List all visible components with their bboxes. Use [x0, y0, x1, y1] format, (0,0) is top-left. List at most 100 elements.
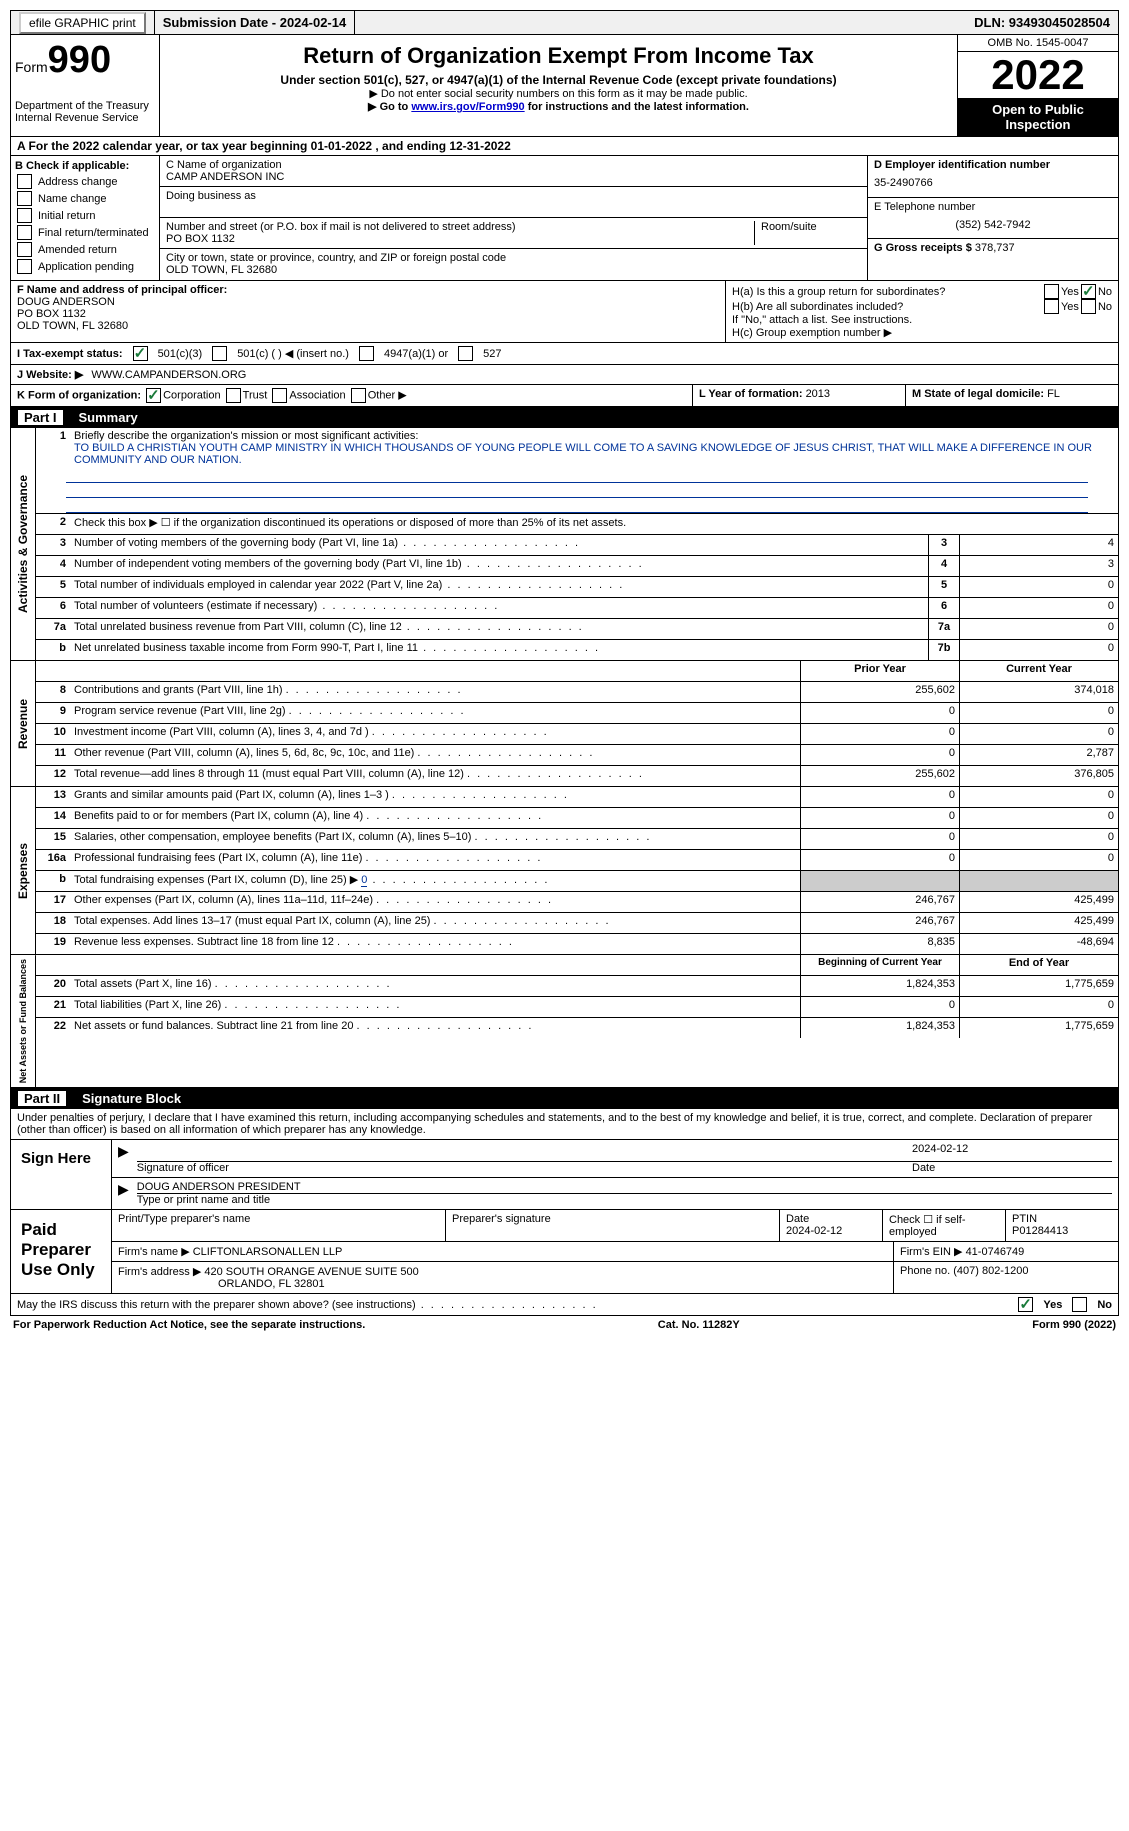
ptin-value: P01284413: [1012, 1225, 1068, 1237]
part1-num: Part I: [18, 410, 63, 425]
prior-val: 1,824,353: [800, 976, 959, 996]
efile-button[interactable]: efile GRAPHIC print: [19, 12, 146, 34]
row-desc: Total expenses. Add lines 13–17 (must eq…: [70, 913, 800, 933]
check-amended[interactable]: [17, 242, 32, 257]
hb-no-check[interactable]: [1081, 299, 1096, 314]
mission-label: Briefly describe the organization's miss…: [74, 430, 418, 442]
row-desc: Grants and similar amounts paid (Part IX…: [70, 787, 800, 807]
discuss-no-check[interactable]: [1072, 1297, 1087, 1312]
gov-desc: Total unrelated business revenue from Pa…: [70, 619, 928, 639]
addr-label: Number and street (or P.O. box if mail i…: [166, 221, 748, 233]
prior-val: 246,767: [800, 892, 959, 912]
curr-val: 0: [959, 787, 1118, 807]
gross-label: G Gross receipts $: [874, 242, 975, 254]
gov-desc: Number of voting members of the governin…: [70, 535, 928, 555]
hb-yes-check[interactable]: [1044, 299, 1059, 314]
curr-val: 1,775,659: [959, 976, 1118, 996]
k-trust-check[interactable]: [226, 388, 241, 403]
form-title: Return of Organization Exempt From Incom…: [164, 43, 953, 69]
firm-phone: (407) 802-1200: [953, 1265, 1028, 1277]
k-corp-check[interactable]: [146, 388, 161, 403]
discuss-row: May the IRS discuss this return with the…: [10, 1294, 1119, 1316]
prior-val: 0: [800, 997, 959, 1017]
curr-val: 425,499: [959, 913, 1118, 933]
curr-val: 0: [959, 829, 1118, 849]
i-o2: 501(c) ( ) ◀ (insert no.): [237, 347, 349, 360]
ha-yes-check[interactable]: [1044, 284, 1059, 299]
hb-yes: Yes: [1061, 301, 1079, 313]
check-final[interactable]: [17, 225, 32, 240]
city-label: City or town, state or province, country…: [166, 252, 861, 264]
gov-desc: Total number of individuals employed in …: [70, 577, 928, 597]
page-footer: For Paperwork Reduction Act Notice, see …: [10, 1316, 1119, 1334]
i-501c3-check[interactable]: [133, 346, 148, 361]
gov-boxnum: 7b: [928, 640, 959, 660]
rev-sidelabel: Revenue: [11, 661, 36, 786]
curr-val: 0: [959, 997, 1118, 1017]
b-item-0: Address change: [38, 176, 118, 188]
net-section: Net Assets or Fund Balances Beginning of…: [10, 955, 1119, 1088]
k-assoc-check[interactable]: [272, 388, 287, 403]
ha-no-check[interactable]: [1081, 284, 1096, 299]
officer-addr1: PO BOX 1132: [17, 308, 719, 320]
check-address-change[interactable]: [17, 174, 32, 189]
irs-link[interactable]: www.irs.gov/Form990: [411, 101, 524, 113]
prep-date-label: Date: [786, 1213, 809, 1225]
i-o1: 501(c)(3): [158, 348, 203, 360]
prior-val: 8,835: [800, 934, 959, 954]
c-name-label: C Name of organization: [166, 159, 861, 171]
gov-desc: Number of independent voting members of …: [70, 556, 928, 576]
check-name-change[interactable]: [17, 191, 32, 206]
i-label: I Tax-exempt status:: [17, 348, 123, 360]
top-bar: efile GRAPHIC print Submission Date - 20…: [10, 10, 1119, 35]
gov-val: 0: [959, 619, 1118, 639]
discuss-no: No: [1097, 1299, 1112, 1311]
gov-val: 0: [959, 640, 1118, 660]
row-desc: Benefits paid to or for members (Part IX…: [70, 808, 800, 828]
rev-section: Revenue Prior YearCurrent Year 8Contribu…: [10, 661, 1119, 787]
ptin-label: PTIN: [1012, 1213, 1037, 1225]
b-item-5: Application pending: [38, 261, 134, 273]
hb-note: If "No," attach a list. See instructions…: [732, 314, 1112, 326]
ein-value: 35-2490766: [874, 177, 1112, 189]
firm-ein-label: Firm's EIN ▶: [900, 1246, 966, 1258]
k-o3: Association: [289, 389, 345, 401]
j-label: J Website: ▶: [17, 368, 83, 381]
end-year-label: End of Year: [959, 955, 1118, 975]
paid-label: Paid Preparer Use Only: [11, 1210, 111, 1293]
i-527-check[interactable]: [458, 346, 473, 361]
phone-value: (352) 542-7942: [874, 219, 1112, 231]
b-item-4: Amended return: [38, 244, 117, 256]
k-o2: Trust: [243, 389, 268, 401]
room-label: Room/suite: [755, 221, 861, 245]
website-value: WWW.CAMPANDERSON.ORG: [91, 369, 246, 381]
form-subtitle: Under section 501(c), 527, or 4947(a)(1)…: [164, 73, 953, 87]
l-value: 2013: [806, 388, 830, 400]
firm-name: CLIFTONLARSONALLEN LLP: [193, 1246, 343, 1258]
omb-number: OMB No. 1545-0047: [958, 35, 1118, 52]
firm-name-label: Firm's name ▶: [118, 1246, 193, 1258]
firm-phone-label: Phone no.: [900, 1265, 953, 1277]
k-o4: Other ▶: [368, 389, 407, 401]
firm-addr2: ORLANDO, FL 32801: [218, 1278, 325, 1290]
curr-val: 0: [959, 703, 1118, 723]
prior-val: 0: [800, 745, 959, 765]
prior-val: 0: [800, 829, 959, 849]
type-name-label: Type or print name and title: [137, 1194, 1112, 1206]
org-addr: PO BOX 1132: [166, 233, 748, 245]
check-pending[interactable]: [17, 259, 32, 274]
i-501c-check[interactable]: [212, 346, 227, 361]
m-label: M State of legal domicile:: [912, 388, 1047, 400]
part1-title: Summary: [79, 410, 138, 425]
i-4947-check[interactable]: [359, 346, 374, 361]
j-row: J Website: ▶ WWW.CAMPANDERSON.ORG: [10, 365, 1119, 385]
discuss-yes-check[interactable]: [1018, 1297, 1033, 1312]
k-other-check[interactable]: [351, 388, 366, 403]
curr-val: 0: [959, 850, 1118, 870]
current-year-label: Current Year: [959, 661, 1118, 681]
firm-ein: 41-0746749: [966, 1246, 1025, 1258]
check-initial[interactable]: [17, 208, 32, 223]
hb-no: No: [1098, 301, 1112, 313]
firm-addr1: 420 SOUTH ORANGE AVENUE SUITE 500: [204, 1266, 418, 1278]
ha-yes: Yes: [1061, 286, 1079, 298]
